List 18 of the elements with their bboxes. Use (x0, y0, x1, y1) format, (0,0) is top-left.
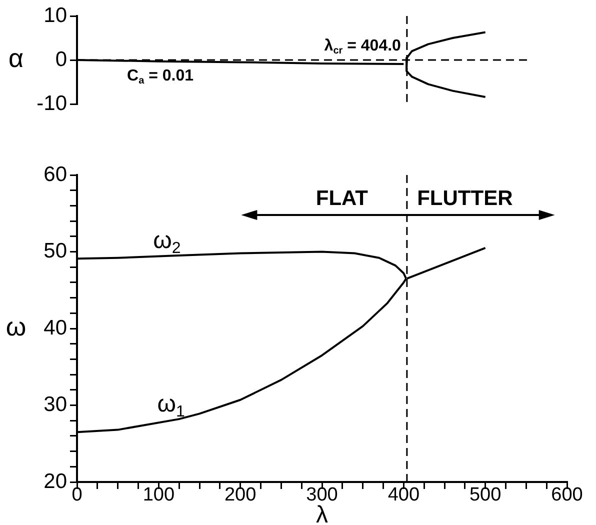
x-tick-label: 400 (388, 484, 420, 506)
y-tick-label: 60 (44, 162, 67, 186)
y-tick-label: 0 (55, 48, 67, 71)
x-tick-label: 200 (224, 484, 256, 506)
y-tick-label: 40 (44, 316, 67, 340)
y-tick-label: 30 (44, 393, 67, 416)
y-tick-label: 10 (44, 4, 67, 27)
y-axis-title: ω (6, 312, 26, 342)
x-tick-label: 600 (551, 484, 583, 506)
x-tick-label: 500 (469, 484, 502, 506)
annotation: FLUTTER (417, 186, 513, 210)
annotation: FLAT (316, 186, 368, 210)
x-tick-label: 100 (142, 484, 175, 506)
y-tick-label: 20 (44, 470, 67, 493)
y-axis-title: α (8, 43, 24, 74)
y-tick-label: 50 (44, 240, 67, 263)
y-tick-label: -10 (36, 92, 67, 115)
x-tick-label: 0 (72, 484, 82, 506)
